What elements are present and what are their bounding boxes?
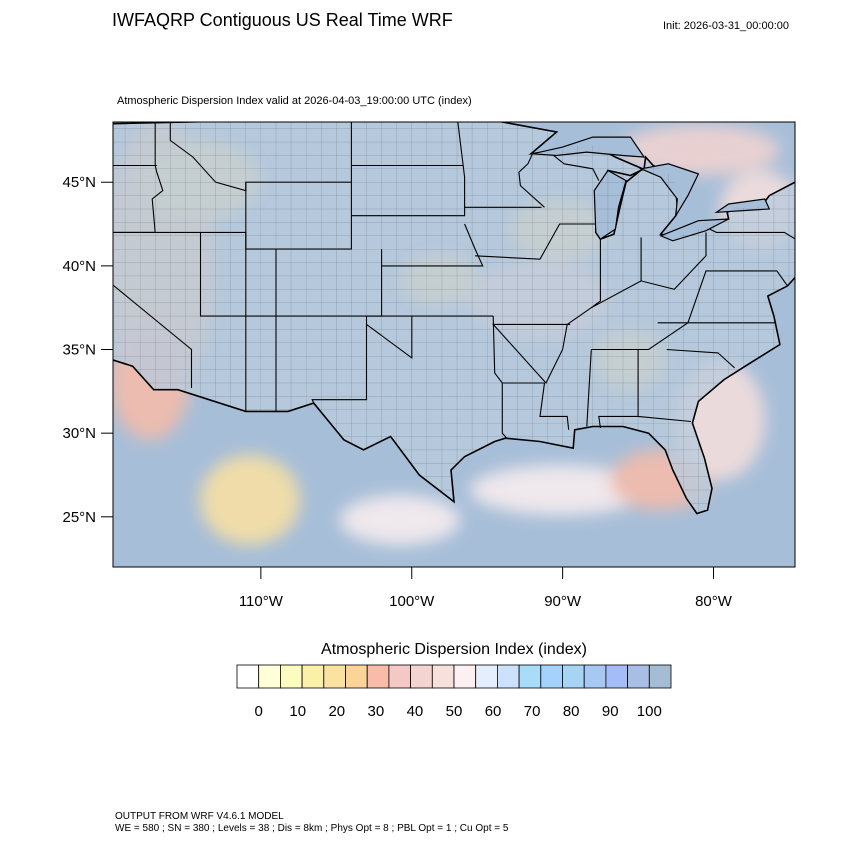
lon-tick-label: 90°W	[544, 593, 582, 610]
great-lakes	[532, 136, 771, 242]
lat-tick-label: 30°N	[62, 425, 96, 442]
colorbar-swatch	[279, 664, 303, 689]
lon-tick-label: 110°W	[239, 593, 284, 610]
colorbar-label: 70	[523, 703, 541, 720]
colorbar-label: 80	[562, 703, 580, 720]
colorbar-swatch	[453, 664, 477, 689]
latitude-axis: 45°N 40°N 35°N 30°N 25°N	[62, 174, 113, 526]
state-border-line	[351, 122, 466, 217]
colorbar-swatch	[236, 664, 260, 689]
colorbar-swatch	[562, 664, 585, 689]
state-border-line	[553, 155, 600, 181]
colorbar-swatch	[518, 664, 542, 689]
state-border-line	[475, 223, 608, 260]
colorbar-swatch	[388, 664, 411, 689]
state-border-line	[705, 226, 795, 240]
colorbar-label: 30	[367, 703, 385, 720]
colorbar-label: 50	[445, 703, 463, 720]
colorbar-label: 0	[254, 703, 263, 720]
lake	[639, 163, 700, 217]
footer-model-line: OUTPUT FROM WRF V4.6.1 MODEL	[115, 811, 284, 822]
lat-tick-label: 45°N	[62, 174, 96, 191]
colorbar-swatch	[323, 664, 346, 689]
footer-config-line: WE = 580 ; SN = 380 ; Levels = 38 ; Dis …	[115, 823, 509, 834]
colorbar-swatch	[475, 664, 498, 689]
colorbar-swatch	[410, 664, 433, 689]
colorbar-swatch	[258, 664, 281, 689]
lon-tick-label: 80°W	[695, 593, 733, 610]
colorbar	[236, 664, 672, 689]
state-border-line	[638, 415, 691, 423]
lon-tick-label: 100°W	[389, 593, 435, 610]
map-frame	[112, 121, 796, 568]
colorbar-swatch	[627, 664, 650, 689]
colorbar-label: 20	[328, 703, 346, 720]
init-time-label: Init: 2026-03-31_00:00:00	[663, 20, 789, 32]
longitude-axis: 110°W 100°W 90°W 80°W	[239, 567, 733, 610]
colorbar-label: 40	[406, 703, 424, 720]
lat-tick-label: 40°N	[62, 258, 96, 275]
lake	[532, 136, 646, 158]
colorbar-swatch	[431, 664, 455, 689]
colorbar-swatch	[605, 664, 629, 689]
colorbar-title: Atmospheric Dispersion Index (index)	[321, 641, 587, 658]
colorbar-swatch	[345, 664, 368, 689]
colorbar-label: 90	[601, 703, 619, 720]
state-border-line	[590, 237, 601, 309]
state-border-line	[666, 348, 735, 369]
colorbar-label: 100	[636, 703, 662, 720]
colorbar-swatch	[648, 664, 672, 689]
lat-tick-label: 35°N	[62, 342, 96, 359]
lake	[659, 218, 729, 242]
map-panel	[113, 122, 795, 567]
state-border-line	[113, 164, 157, 167]
lake	[593, 169, 627, 240]
colorbar-swatch	[366, 664, 390, 689]
state-border-line	[381, 223, 484, 267]
colorbar-label: 10	[289, 703, 307, 720]
page-title: IWFAQRP Contiguous US Real Time WRF	[112, 10, 453, 30]
colorbar-swatch	[301, 664, 325, 689]
state-border-line	[518, 153, 545, 208]
map-subtitle: Atmospheric Dispersion Index valid at 20…	[117, 95, 472, 107]
colorbar-swatch	[583, 664, 607, 689]
colorbar-label: 60	[484, 703, 502, 720]
colorbar-swatch	[540, 664, 563, 689]
colorbar-swatch	[496, 664, 520, 689]
lat-tick-label: 25°N	[62, 509, 96, 526]
state-border-line	[586, 349, 592, 427]
